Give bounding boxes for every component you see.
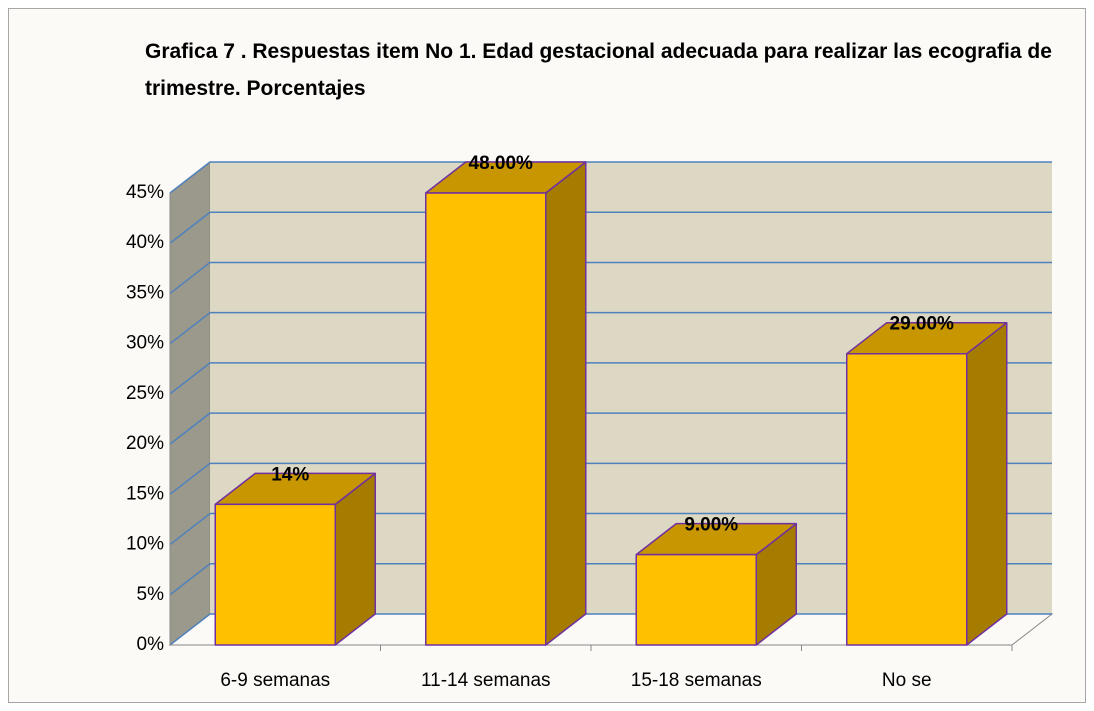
x-tick-label: No se (882, 670, 932, 691)
grid-line-side (169, 312, 211, 345)
y-tick-label: 0% (137, 634, 165, 655)
grid-line-side (169, 412, 211, 445)
y-tick-label: 35% (126, 282, 164, 303)
y-tick-label: 40% (126, 232, 164, 253)
chart-title: Grafica 7 . Respuestas item No 1. Edad g… (145, 40, 1052, 100)
bar-side (545, 161, 587, 646)
bar (635, 553, 757, 646)
bar-side (966, 321, 1008, 646)
x-tick-label: 11-14 semanas (421, 670, 551, 691)
x-tick-label: 15-18 semanas (631, 670, 762, 691)
y-tick-label: 25% (126, 383, 164, 404)
data-label: 48.00% (469, 153, 534, 174)
y-tick-label: 30% (126, 333, 164, 354)
grid-line-side (169, 613, 211, 646)
bar (214, 503, 336, 646)
grid-line-side (169, 563, 211, 596)
y-tick-label: 10% (126, 534, 164, 555)
grid-line-side (169, 362, 211, 395)
grid-line-side (169, 211, 211, 244)
bar (846, 352, 968, 646)
y-tick-label: 15% (126, 483, 164, 504)
data-label: 14% (271, 464, 309, 485)
grid-line-side (169, 161, 211, 194)
grid-line-side (169, 261, 211, 295)
y-tick-label: 45% (126, 182, 164, 203)
y-tick-label: 20% (126, 433, 164, 454)
x-tick-label: 6-9 semanas (220, 670, 330, 691)
back-wall (210, 162, 1052, 614)
side-wall (169, 160, 211, 647)
grid-line-side (169, 512, 211, 546)
bar (425, 192, 547, 646)
data-label: 9.00% (684, 515, 738, 536)
grid-line-side (169, 462, 211, 495)
data-label: 29.00% (890, 314, 955, 335)
y-tick-label: 5% (137, 584, 165, 605)
